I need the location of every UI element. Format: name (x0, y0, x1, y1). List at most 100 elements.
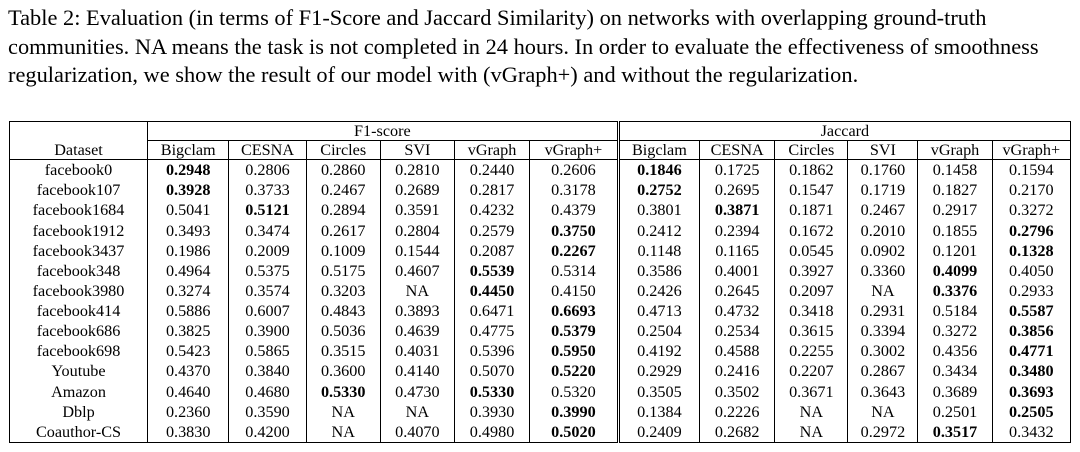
jaccard-score-cell: 0.1871 (774, 200, 849, 221)
f1-score-cell: 0.3178 (529, 180, 620, 201)
f1-score-cell: 0.2860 (306, 159, 381, 181)
jaccard-score-cell: 0.1458 (917, 159, 993, 181)
column-header-jaccard-svi: SVI (847, 140, 919, 160)
best-score-value: 0.2796 (1009, 221, 1054, 240)
best-score-value: 0.3990 (551, 402, 596, 421)
f1-score-cell: 0.2894 (306, 200, 381, 221)
f1-score-cell: 0.4607 (380, 260, 455, 281)
jaccard-score-cell: 0.3689 (917, 381, 993, 402)
jaccard-score-cell: 0.2933 (992, 280, 1072, 301)
best-score-value: 0.2752 (637, 181, 682, 200)
f1-score-cell: 0.5041 (147, 200, 230, 221)
jaccard-score-cell: 0.2170 (992, 180, 1072, 201)
f1-score-cell: 0.4775 (454, 321, 531, 342)
jaccard-score-cell: 0.2929 (618, 361, 701, 382)
jaccard-score-cell: 0.3801 (618, 200, 701, 221)
dataset-name-cell: facebook414 (8, 300, 149, 322)
dataset-name-cell: facebook0 (8, 159, 149, 181)
results-table-wrapper: F1-score Jaccard Dataset Bigclam CESNA Circ… (8, 121, 1072, 443)
best-score-value: 0.2267 (551, 241, 596, 260)
f1-score-cell: 0.5423 (147, 341, 230, 362)
table-row: Amazon 0.4640 0.4680 0.5330 0.4730 0.5330 0.53… (8, 381, 1072, 402)
f1-score-cell: 0.3893 (380, 300, 455, 322)
best-score-value: 0.3517 (932, 422, 978, 441)
dataset-name-cell: facebook107 (8, 180, 149, 201)
jaccard-score-cell: 0.2917 (917, 200, 993, 221)
jaccard-score-cell: 0.2412 (618, 220, 701, 241)
jaccard-score-cell: 0.3480 (992, 361, 1072, 382)
jaccard-score-cell: NA (774, 421, 849, 443)
jaccard-score-cell: 0.3418 (774, 300, 849, 322)
jaccard-score-cell: 0.2409 (618, 421, 701, 443)
jaccard-score-cell: NA (774, 401, 849, 422)
jaccard-score-cell: 0.3002 (847, 341, 919, 362)
jaccard-score-cell: 0.1201 (917, 240, 993, 261)
jaccard-score-cell: 0.3272 (992, 200, 1072, 221)
f1-score-cell: 0.5020 (529, 421, 620, 443)
jaccard-score-cell: 0.2682 (699, 421, 776, 443)
f1-score-cell: 0.3733 (228, 180, 307, 201)
f1-score-cell: 0.5220 (529, 361, 620, 382)
f1-score-cell: 0.1009 (306, 240, 381, 261)
f1-score-cell: NA (380, 401, 455, 422)
dataset-name-cell: facebook348 (8, 260, 149, 281)
f1-score-cell: 0.2267 (529, 240, 620, 261)
best-score-value: 0.3480 (1009, 362, 1054, 381)
jaccard-score-cell: 0.2645 (699, 280, 776, 301)
dataset-name-cell: facebook686 (8, 321, 149, 342)
best-score-value: 0.5220 (551, 362, 596, 381)
best-score-value: 0.4771 (1009, 342, 1054, 361)
f1-score-cell: 0.2689 (380, 180, 455, 201)
f1-score-cell: 0.1986 (147, 240, 230, 261)
results-table-body: facebook0 0.2948 0.2806 0.2860 0.2810 0.2440 0… (8, 159, 1072, 443)
f1-score-cell: NA (306, 401, 381, 422)
jaccard-score-cell: 0.1672 (774, 220, 849, 241)
jaccard-score-cell: 0.3272 (917, 321, 993, 342)
jaccard-score-cell: 0.2695 (699, 180, 776, 201)
jaccard-score-cell: NA (847, 280, 919, 301)
table-row: facebook698 0.5423 0.5865 0.3515 0.4031 0.539… (8, 341, 1072, 362)
column-header-f1-vgraph-plus: vGraph+ (529, 140, 620, 160)
jaccard-score-cell: 0.3615 (774, 321, 849, 342)
best-score-value: 0.3871 (714, 201, 760, 220)
table-row: Coauthor-CS 0.3830 0.4200 NA 0.4070 0.4980 0.5… (8, 421, 1072, 443)
f1-score-cell: 0.3493 (147, 220, 230, 241)
f1-score-cell: 0.4232 (454, 200, 531, 221)
jaccard-score-cell: 0.2504 (618, 321, 701, 342)
f1-score-cell: 0.3830 (147, 421, 230, 443)
jaccard-score-cell: 0.4771 (992, 341, 1072, 362)
f1-score-cell: 0.5314 (529, 260, 620, 281)
best-score-value: 0.5379 (551, 322, 596, 341)
f1-score-cell: 0.4031 (380, 341, 455, 362)
jaccard-score-cell: 0.1846 (618, 159, 701, 181)
table-row: facebook107 0.3928 0.3733 0.2467 0.2689 0.281… (8, 180, 1072, 201)
column-header-f1-cesna: CESNA (228, 140, 307, 160)
column-header-f1-vgraph: vGraph (454, 140, 531, 160)
table-row: Youtube 0.4370 0.3840 0.3600 0.4140 0.5070 0.5… (8, 361, 1072, 382)
f1-score-cell: 0.3825 (147, 321, 230, 342)
f1-score-cell: 0.3750 (529, 220, 620, 241)
table-row: facebook1684 0.5041 0.5121 0.2894 0.3591 0.42… (8, 200, 1072, 221)
jaccard-group-header: Jaccard (618, 121, 1072, 141)
f1-score-cell: 0.4150 (529, 280, 620, 301)
f1-score-cell: 0.3840 (228, 361, 307, 382)
f1-score-cell: 0.5036 (306, 321, 381, 342)
f1-score-cell: 0.5330 (306, 381, 381, 402)
f1-score-cell: 0.3203 (306, 280, 381, 301)
jaccard-score-cell: 0.2931 (847, 300, 919, 322)
f1-score-cell: 0.4370 (147, 361, 230, 382)
best-score-value: 0.5020 (551, 422, 596, 441)
f1-score-cell: 0.3990 (529, 401, 620, 422)
f1-score-cell: 0.4200 (228, 421, 307, 443)
column-header-jaccard-vgraph-plus: vGraph+ (992, 140, 1072, 160)
f1-score-cell: 0.4140 (380, 361, 455, 382)
dataset-corner-cell (8, 121, 149, 141)
f1-score-cell: 0.2009 (228, 240, 307, 261)
f1-score-cell: 0.5070 (454, 361, 531, 382)
jaccard-score-cell: 0.5184 (917, 300, 993, 322)
column-header-f1-svi: SVI (380, 140, 455, 160)
f1-score-cell: 0.2804 (380, 220, 455, 241)
jaccard-score-cell: 0.3927 (774, 260, 849, 281)
jaccard-score-cell: 0.3360 (847, 260, 919, 281)
table-row: facebook0 0.2948 0.2806 0.2860 0.2810 0.2440 0… (8, 159, 1072, 181)
